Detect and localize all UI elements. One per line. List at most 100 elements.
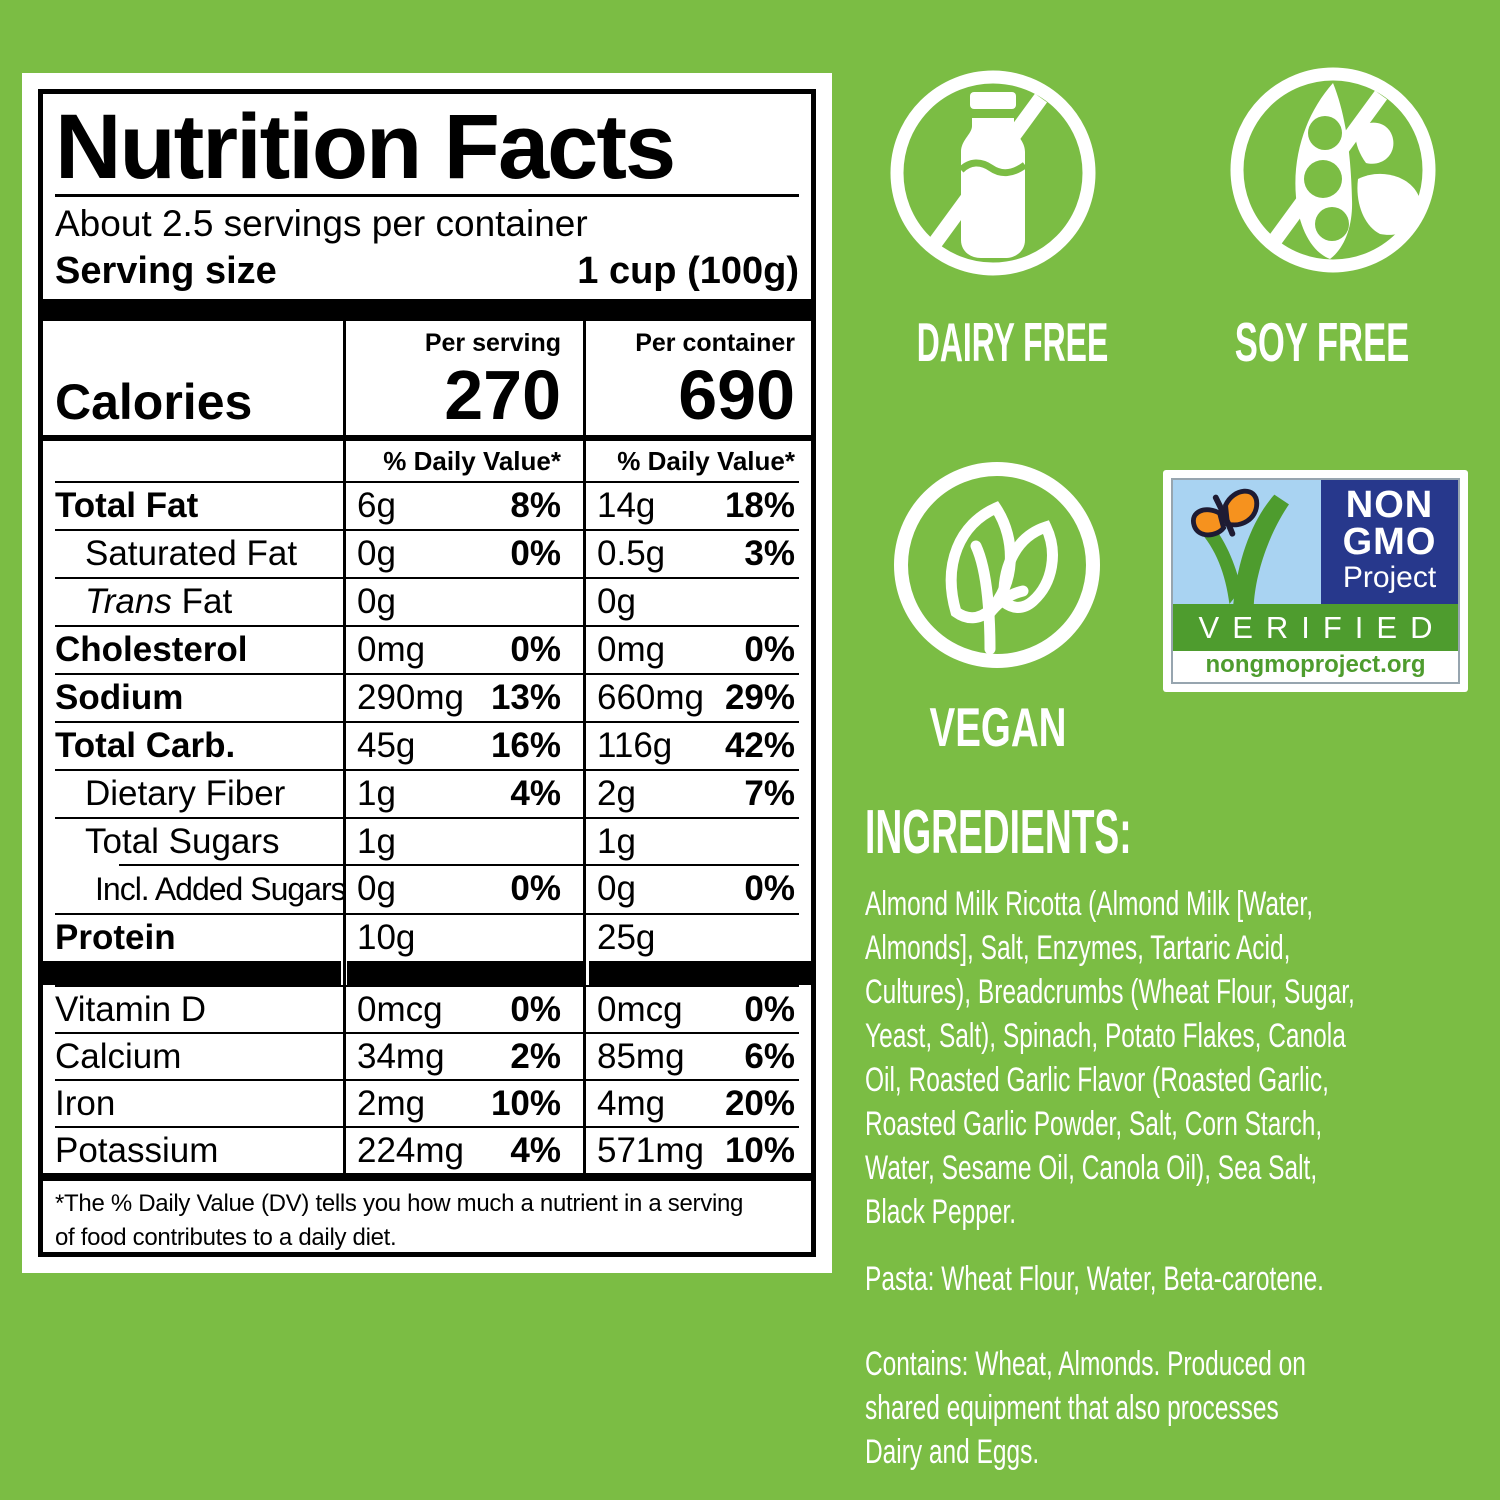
butterfly-wing-icon <box>1190 507 1227 538</box>
daily-value-per-serving: 0% <box>510 630 561 669</box>
servings-per-container: About 2.5 servings per container <box>55 203 588 244</box>
grass-blade-left-icon <box>1198 522 1242 604</box>
serving-size-label: Serving size <box>55 250 277 292</box>
column-divider-line <box>343 321 346 1173</box>
nutrient-row: Cholesterol 0mg 0% 0mg 0% <box>55 625 799 673</box>
nutrient-row: Total Carb. 45g 16% 116g 42% <box>55 721 799 769</box>
nutrient-name: Iron <box>55 1083 116 1123</box>
nutrient-row: Incl. Added Sugars 0g 0% 0g 0% <box>55 864 799 913</box>
nutrient-row: Total Sugars 1g 1g <box>55 817 799 865</box>
soy-leaf-icon <box>1355 122 1394 164</box>
nutrient-name: Potassium <box>55 1130 219 1170</box>
amount-per-serving: 0g <box>357 869 396 908</box>
ingredients-heading: INGREDIENTS: <box>865 798 1132 867</box>
dairy-free-icon <box>890 70 1096 276</box>
calories-column-headers: Per serving Per container <box>55 321 799 357</box>
amount-per-container: 0mg <box>597 630 666 669</box>
daily-value-per-container: 0% <box>744 869 795 908</box>
nutrient-row: Sodium 290mg 13% 660mg 29% <box>55 673 799 721</box>
calories-per-serving: 270 <box>444 356 561 434</box>
nutrition-facts-border: Nutrition Facts About 2.5 servings per c… <box>38 89 816 1257</box>
micro-nutrient-rows: Vitamin D 0mcg 0% 0mcg 0% Calcium 34mg 2% 85mg 6%… <box>55 985 799 1173</box>
nutrient-row: Protein 10g 25g <box>55 913 799 961</box>
verified-banner: VERIFIED <box>1173 604 1458 651</box>
amount-per-serving: 0g <box>357 534 396 573</box>
amount-per-serving: 34mg <box>357 1036 445 1076</box>
daily-value-per-serving: 0% <box>510 534 561 573</box>
nutrient-name: Dietary Fiber <box>85 774 286 813</box>
divider-bar <box>43 299 811 321</box>
daily-value-per-serving: 13% <box>490 678 561 717</box>
daily-value-per-container: 10% <box>724 1130 795 1170</box>
nutrient-rows: Total Fat 6g 8% 14g 18% Saturated Fat 0g 0% 0.5g… <box>55 481 799 961</box>
nutrient-name: Cholesterol <box>55 630 248 669</box>
leaf-left-icon <box>945 501 1016 624</box>
divider-heavy <box>43 435 811 441</box>
amount-per-serving: 45g <box>357 726 416 765</box>
non-gmo-text-line1: NON <box>1345 484 1434 526</box>
per-container-header: Per container <box>635 329 795 357</box>
non-gmo-text-line3: Project <box>1342 561 1437 594</box>
daily-value-header-row: % Daily Value* % Daily Value* <box>55 441 799 481</box>
non-gmo-text-line2: GMO <box>1342 521 1437 563</box>
daily-value-per-container: 42% <box>724 726 795 765</box>
grass-blade-right-icon <box>1233 494 1289 604</box>
leaf-stem-icon <box>970 540 996 655</box>
non-gmo-navy-panel: NON GMO Project <box>1321 480 1458 604</box>
ingredients-body: Almond Milk Ricotta (Almond Milk [Water,… <box>865 885 1355 1231</box>
divider-bar-segmented <box>43 961 811 985</box>
amount-per-container: 0.5g <box>597 534 666 573</box>
amount-per-serving: 0g <box>357 582 396 621</box>
vegan-label: VEGAN <box>929 696 1067 758</box>
daily-value-header-container: % Daily Value* <box>617 445 795 476</box>
daily-value-per-serving: 8% <box>510 486 561 525</box>
amount-per-container: 660mg <box>597 678 705 717</box>
daily-value-per-serving: 10% <box>490 1083 561 1123</box>
nutrition-facts-label: Nutrition Facts About 2.5 servings per c… <box>22 73 832 1273</box>
butterfly-wing-icon <box>1223 488 1260 528</box>
nutrient-name: Calcium <box>55 1036 182 1076</box>
leaf-right-icon <box>998 520 1058 613</box>
daily-value-per-container: 7% <box>744 774 795 813</box>
non-gmo-butterfly-grass-icon <box>1190 488 1289 604</box>
amount-per-serving: 224mg <box>357 1130 465 1170</box>
daily-value-per-container: 3% <box>744 534 795 573</box>
amount-per-container: 4mg <box>597 1083 666 1123</box>
soy-bean-icon <box>1357 173 1421 235</box>
nutrient-name: Protein <box>55 918 176 957</box>
soy-free-label: SOY FREE <box>1234 311 1410 373</box>
amount-per-container: 1g <box>597 822 636 861</box>
nutrient-name: Total Fat <box>55 486 199 525</box>
amount-per-serving: 6g <box>357 486 396 525</box>
nutrient-row: Dietary Fiber 1g 4% 2g 7% <box>55 769 799 817</box>
nutrient-name: Incl. Added Sugars <box>95 870 347 907</box>
amount-per-container: 85mg <box>597 1036 685 1076</box>
nutrient-name: Total Sugars <box>85 822 280 861</box>
amount-per-container: 2g <box>597 774 636 813</box>
non-gmo-url: nongmoproject.org <box>1173 651 1458 680</box>
amount-per-container: 0mcg <box>597 989 683 1029</box>
nutrient-row: Calcium 34mg 2% 85mg 6% <box>55 1032 799 1079</box>
amount-per-container: 571mg <box>597 1130 705 1170</box>
nutrient-name: Sodium <box>55 678 184 717</box>
non-gmo-sky-panel <box>1173 480 1321 604</box>
daily-value-per-container: 0% <box>744 989 795 1029</box>
calories-row: Calories 270 690 <box>55 355 799 431</box>
calories-per-container: 690 <box>678 356 795 434</box>
daily-value-per-serving: 0% <box>510 989 561 1029</box>
amount-per-serving: 1g <box>357 774 396 813</box>
daily-value-per-container: 20% <box>724 1083 795 1123</box>
milk-bottle-cap <box>970 92 1016 109</box>
daily-value-footnote: *The % Daily Value (DV) tells you how mu… <box>55 1190 744 1251</box>
amount-per-container: 0g <box>597 582 636 621</box>
nutrient-name: Saturated Fat <box>85 534 298 573</box>
daily-value-per-serving: 4% <box>510 774 561 813</box>
amount-per-serving: 0mcg <box>357 989 443 1029</box>
daily-value-per-serving: 4% <box>510 1130 561 1170</box>
daily-value-per-container: 0% <box>744 630 795 669</box>
nutrient-row: Total Fat 6g 8% 14g 18% <box>55 481 799 529</box>
column-divider-line <box>583 321 586 1173</box>
serving-size-value: 1 cup (100g) <box>577 250 799 292</box>
amount-per-serving: 0mg <box>357 630 426 669</box>
